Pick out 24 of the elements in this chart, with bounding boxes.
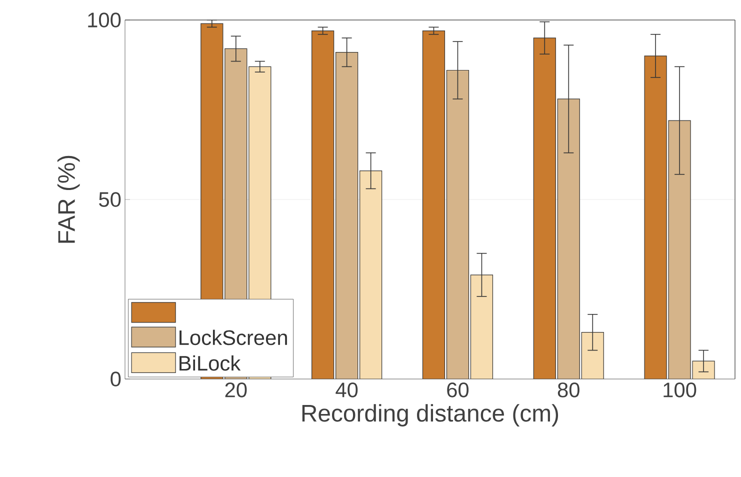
x-tick-label: 100 <box>664 382 696 398</box>
legend-label: BiLock <box>180 355 241 371</box>
x-tick-label: 80 <box>558 382 580 398</box>
y-axis-title: FAR (%) <box>57 156 80 243</box>
bar <box>312 30 334 379</box>
bar <box>360 170 382 379</box>
bar <box>557 98 580 379</box>
bar <box>446 70 470 379</box>
y-tick-label: 100 <box>88 12 121 28</box>
x-tick-label: 40 <box>336 382 358 398</box>
x-tick-label: 20 <box>225 382 247 398</box>
y-tick-label: 0 <box>110 372 121 386</box>
bar <box>692 360 715 379</box>
bar <box>422 30 446 379</box>
bar <box>644 56 667 379</box>
bar <box>336 52 358 379</box>
bar <box>581 332 604 379</box>
bar <box>470 274 494 379</box>
y-tick-label: 50 <box>99 192 121 207</box>
x-axis-title: Recording distance (cm) <box>302 404 558 426</box>
legend-label: LockScreen <box>180 330 287 346</box>
x-tick-label: 60 <box>447 382 469 398</box>
bar <box>668 120 691 379</box>
bar <box>533 38 556 379</box>
